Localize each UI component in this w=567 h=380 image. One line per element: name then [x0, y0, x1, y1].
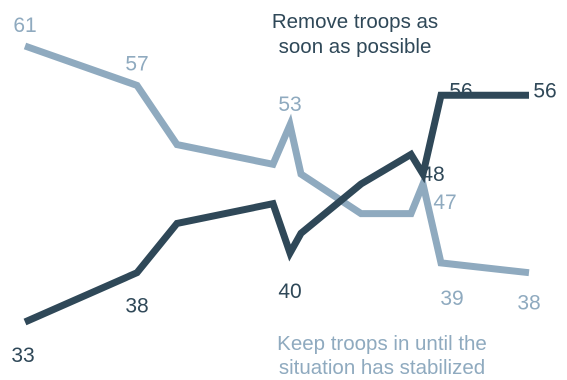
data-label-keep-9: 39: [440, 287, 463, 310]
data-label-remove-0: 33: [11, 344, 34, 367]
series-line-keep: [23, 42, 530, 277]
data-label-keep-0: 61: [13, 14, 36, 37]
series-name-keep: Keep troops in until the situation has st…: [277, 332, 487, 379]
series-name-remove-line-1: soon as possible: [279, 35, 432, 58]
series-name-keep-line-0: Keep troops in until the: [277, 332, 487, 355]
series-line-remove: [23, 91, 529, 326]
data-label-keep-1: 57: [125, 52, 148, 75]
series-name-keep-line-1: situation has stabilized: [279, 356, 485, 379]
data-label-remove-4: 40: [278, 280, 301, 303]
data-label-keep-4: 53: [278, 93, 301, 116]
data-label-remove-10: 56: [533, 79, 556, 102]
data-label-remove-9: 56: [449, 79, 472, 102]
data-label-keep-8: 47: [433, 191, 456, 214]
data-labels: 33 38 40 48 56 56 61 57 53 47 39 38: [11, 14, 556, 367]
series-names: Remove troops as soon as possible Keep tro…: [272, 10, 487, 379]
series-name-remove-line-0: Remove troops as: [272, 10, 438, 33]
series-name-remove: Remove troops as soon as possible: [272, 10, 438, 58]
series-lines: [23, 42, 530, 326]
data-label-remove-1: 38: [125, 295, 148, 318]
data-label-keep-10: 38: [517, 292, 540, 315]
data-label-remove-8: 48: [421, 163, 444, 186]
